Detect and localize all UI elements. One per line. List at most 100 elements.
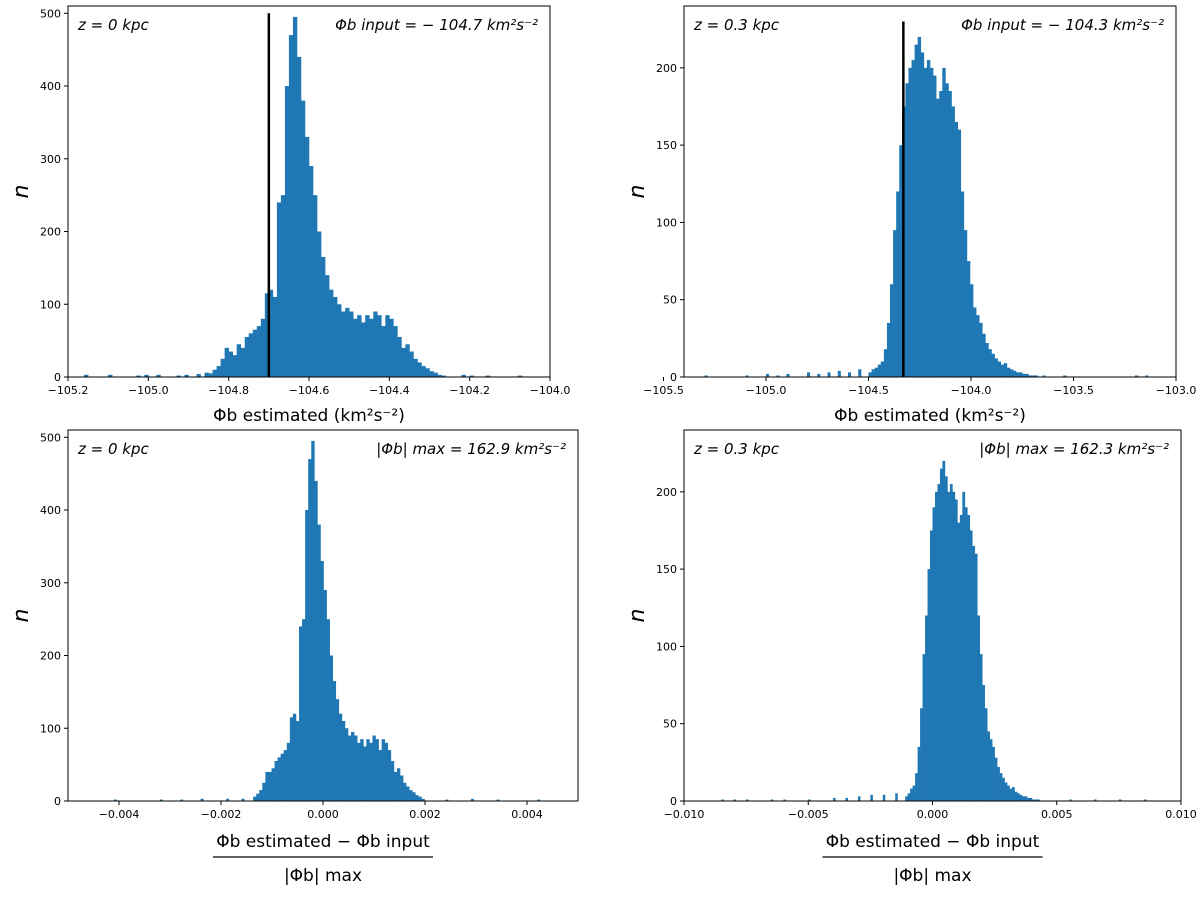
y-tick-label: 500	[40, 431, 61, 444]
histogram-bar	[857, 796, 861, 801]
x-axis-label-denominator: |Φb| max	[284, 866, 362, 886]
histogram-bar	[969, 284, 974, 377]
histogram-bar	[433, 372, 438, 377]
histogram-bar	[984, 708, 988, 801]
annotation-potential: |Φb| max = 162.3 km²s⁻²	[979, 440, 1169, 458]
x-tick-label: −105.2	[48, 384, 89, 397]
histogram-bar	[384, 742, 389, 801]
histogram-bar	[954, 121, 958, 377]
histogram-bar	[1016, 793, 1020, 801]
histogram-bar	[899, 145, 903, 377]
histogram-bar	[389, 318, 394, 377]
y-tick-label: 200	[656, 62, 677, 75]
histogram-bar	[1003, 363, 1008, 377]
histogram-bar	[939, 91, 943, 377]
histogram-bar	[299, 626, 303, 801]
histogram-bar	[917, 746, 921, 801]
y-axis-label: n	[9, 185, 34, 199]
histogram-bar	[412, 792, 416, 801]
histogram-bar	[893, 230, 897, 377]
histogram-bar	[296, 56, 302, 377]
histogram-bar	[366, 739, 370, 801]
histogram-bar	[373, 311, 378, 377]
histogram-bar	[912, 785, 916, 801]
histogram-bar	[349, 311, 354, 377]
y-tick-label: 200	[40, 650, 61, 663]
histogram-bar	[926, 60, 931, 377]
histogram-bar	[1026, 797, 1030, 801]
y-tick-label: 150	[656, 563, 677, 576]
histogram-bar	[886, 322, 891, 377]
histogram-bar	[877, 364, 882, 377]
y-tick-label: 500	[40, 7, 61, 20]
histogram-bar	[890, 284, 894, 377]
histogram-bar	[469, 375, 474, 377]
histogram-bar	[353, 318, 358, 377]
annotation-potential: Φb input = − 104.3 km²s⁻²	[961, 16, 1164, 34]
histogram-bar	[461, 374, 466, 377]
histogram-bar	[905, 796, 908, 801]
histogram-bar	[108, 374, 113, 377]
histogram-bar	[262, 782, 266, 801]
histogram-bar	[979, 654, 983, 801]
histogram-bar	[397, 336, 402, 377]
histogram-bar	[216, 366, 221, 377]
histogram-bar	[212, 369, 217, 377]
histogram-bar	[944, 476, 948, 801]
histogram-bar	[914, 44, 918, 377]
annotation-redshift: z = 0.3 kpc	[693, 440, 780, 458]
histogram-bar	[977, 615, 981, 801]
x-axis-label: Φb estimated (km²s⁻²)	[213, 406, 405, 426]
chart-panel-b: −105.5 −105.0 −104.5 −104.0 −103.5 −103.0 0 50 1…	[625, 5, 1197, 426]
histogram-bar	[1022, 373, 1026, 377]
histogram-bar	[948, 91, 952, 377]
histogram-bar	[920, 52, 925, 377]
histogram-bar	[415, 795, 419, 801]
histogram-bar	[991, 353, 995, 377]
histogram-bar	[363, 746, 367, 801]
histogram-bar	[704, 375, 708, 377]
histogram-bar	[972, 545, 976, 801]
x-tick-label: −105.0	[746, 384, 787, 397]
histogram-bar	[176, 375, 181, 377]
histogram-bar	[988, 349, 992, 377]
histogram-bar	[406, 786, 410, 801]
histogram-bar	[260, 318, 266, 377]
histogram-bar	[351, 731, 355, 801]
y-tick-label: 400	[40, 80, 61, 93]
x-tick-label: 0.004	[511, 808, 543, 821]
histogram-bar	[1028, 375, 1032, 377]
histogram-bar	[425, 368, 430, 377]
histogram-bar	[113, 799, 117, 801]
x-tick-label: −104.5	[848, 384, 889, 397]
histogram-bar	[236, 344, 242, 377]
histogram-bar	[949, 484, 953, 801]
histogram-bar	[329, 655, 333, 801]
chart-panel-d: −0.010 −0.005 0.000 0.005 0.010 0 50 100 150 200 n…	[625, 429, 1197, 886]
histogram-bar	[911, 60, 915, 377]
x-axis-label-numerator: Φb estimated − Φb input	[826, 832, 1040, 852]
histogram-bar	[496, 799, 500, 801]
histogram-bar	[421, 798, 425, 801]
histogram-bar	[377, 315, 382, 377]
x-tick-label: −103.0	[1156, 384, 1197, 397]
histogram-bar	[405, 344, 410, 377]
x-tick-label: −104.4	[369, 384, 410, 397]
histogram-bar	[957, 129, 962, 377]
x-tick-label: −105.0	[128, 384, 169, 397]
histogram-bar	[1094, 799, 1097, 801]
histogram-bar	[945, 83, 949, 377]
histogram-bar	[942, 460, 946, 801]
histogram-bar	[241, 798, 245, 801]
histogram-bar	[1004, 782, 1008, 801]
histogram-bar	[987, 731, 990, 801]
histogram-bar	[360, 739, 364, 801]
histogram-bar	[848, 372, 852, 377]
histogram-bar	[437, 374, 442, 377]
y-tick-label: 0	[54, 795, 61, 808]
histogram-bar	[375, 739, 379, 801]
histogram-bar	[302, 619, 306, 801]
histogram-bar	[313, 195, 318, 377]
histogram-bar	[1013, 370, 1017, 377]
histogram-bar	[883, 349, 888, 377]
